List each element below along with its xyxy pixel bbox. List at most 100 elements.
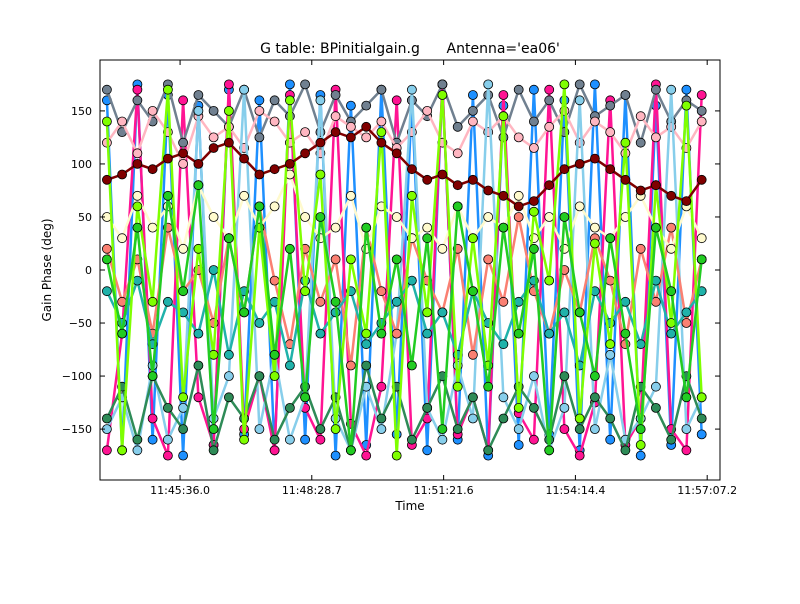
data-point <box>330 296 341 307</box>
data-point <box>269 434 280 445</box>
data-point <box>102 84 112 95</box>
data-point <box>178 392 189 403</box>
data-point <box>315 424 326 435</box>
data-point <box>483 381 494 392</box>
data-point <box>422 402 433 413</box>
data-point <box>239 84 250 95</box>
data-point <box>467 286 478 297</box>
data-point <box>193 90 204 100</box>
data-point <box>361 360 372 371</box>
data-point <box>376 328 387 339</box>
data-point <box>376 424 387 435</box>
data-point <box>590 392 600 403</box>
data-point <box>269 445 280 456</box>
data-point <box>513 201 524 212</box>
data-point <box>422 222 433 233</box>
data-point <box>635 243 646 254</box>
data-point <box>544 121 555 132</box>
data-point <box>178 286 189 297</box>
data-point <box>376 381 387 392</box>
data-point <box>544 275 555 286</box>
data-point <box>452 424 463 435</box>
data-point <box>223 392 234 403</box>
data-point <box>422 174 433 185</box>
data-point <box>376 286 387 297</box>
data-point <box>620 296 631 307</box>
y-tick-label: 150 <box>71 105 92 118</box>
data-point <box>666 328 677 339</box>
data-point <box>391 212 402 222</box>
data-point <box>590 371 600 382</box>
data-point <box>117 233 127 244</box>
series-line <box>105 185 703 451</box>
data-point <box>345 132 356 143</box>
data-point <box>529 116 539 127</box>
data-point <box>132 445 143 456</box>
data-point <box>300 212 311 222</box>
data-point <box>406 164 417 175</box>
data-point <box>147 371 158 382</box>
data-point <box>330 254 341 265</box>
data-point <box>590 153 600 164</box>
data-point <box>544 445 555 456</box>
data-point <box>208 143 219 153</box>
data-point <box>620 90 631 100</box>
data-point <box>178 137 189 148</box>
data-point <box>223 79 234 90</box>
chart-title: G table: BPinitialgain.g Antenna='ea06' <box>260 41 560 57</box>
data-point <box>193 158 204 169</box>
data-point <box>239 434 250 445</box>
data-point <box>391 296 402 307</box>
data-point <box>498 339 509 350</box>
data-point <box>254 201 265 212</box>
data-point <box>696 106 707 116</box>
data-point <box>559 307 570 318</box>
data-point <box>178 95 189 106</box>
data-point <box>391 254 402 265</box>
data-point <box>681 100 692 111</box>
data-point <box>696 174 707 185</box>
data-point <box>345 100 356 111</box>
data-point <box>330 424 341 435</box>
data-point <box>559 79 570 90</box>
data-point <box>208 212 219 222</box>
data-point <box>605 339 616 350</box>
data-point <box>284 360 295 371</box>
data-point <box>391 148 402 159</box>
data-point <box>498 111 509 122</box>
series-line <box>105 80 703 148</box>
data-point <box>254 371 265 382</box>
data-point <box>300 434 311 445</box>
data-point <box>147 413 158 424</box>
data-point <box>269 275 280 286</box>
data-point <box>102 445 112 456</box>
data-point <box>300 127 311 138</box>
data-point <box>208 132 219 143</box>
data-point <box>162 434 173 445</box>
data-point <box>452 148 463 159</box>
data-point <box>147 164 158 175</box>
data-point <box>102 286 112 297</box>
data-point <box>513 190 524 201</box>
data-point <box>193 392 204 403</box>
data-point <box>239 153 250 164</box>
data-point <box>132 95 143 106</box>
data-point <box>269 164 280 175</box>
data-point <box>590 116 600 127</box>
data-point <box>269 116 280 127</box>
data-point <box>330 90 341 100</box>
data-point <box>406 84 417 95</box>
data-point <box>513 328 524 339</box>
data-point <box>239 190 250 201</box>
x-tick-label: 11:51:21.6 <box>414 484 474 497</box>
data-point <box>406 190 417 201</box>
data-point <box>376 84 387 95</box>
data-point <box>590 79 600 90</box>
data-point <box>696 116 707 127</box>
data-point <box>361 328 372 339</box>
data-point <box>467 349 478 360</box>
data-point <box>696 429 707 440</box>
data-point <box>513 424 524 435</box>
data-point <box>284 243 295 254</box>
